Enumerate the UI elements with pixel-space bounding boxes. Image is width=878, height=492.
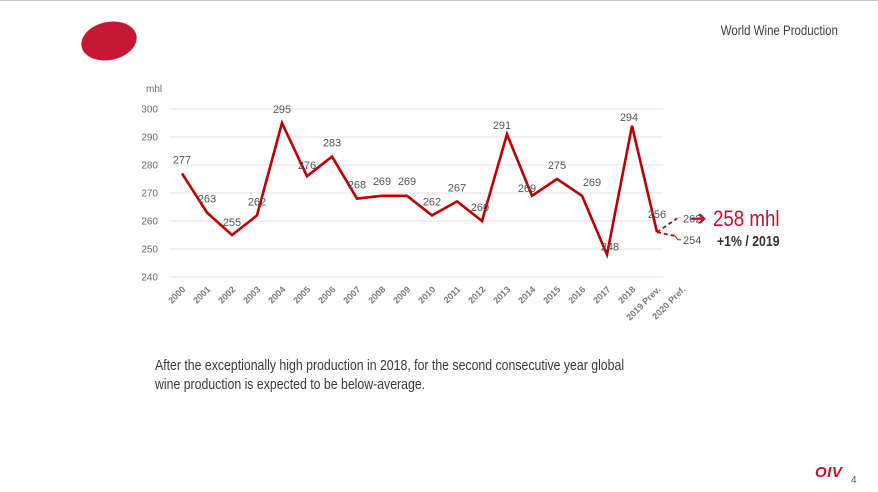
y-axis-ticks: 240 250 260 270 280 290 300 [141, 105, 158, 284]
x-tick-label: 2008 [366, 284, 387, 305]
x-tick-label: 2002 [216, 284, 237, 305]
forecast-low-label: 254 [683, 235, 701, 247]
forecast-value: 258 mhl [712, 206, 780, 231]
y-tick-label: 270 [141, 189, 158, 200]
x-tick-label: 2016 [566, 284, 587, 305]
data-label: 269 [398, 176, 416, 188]
page-number: 4 [851, 475, 857, 486]
data-label: 248 [601, 242, 619, 254]
x-tick-label: 2010 [416, 284, 437, 305]
forecast-high-leader [676, 216, 682, 219]
x-tick-label: 2001 [191, 284, 212, 305]
x-tick-label: 2015 [541, 284, 562, 305]
forecast-high-label: 262 [683, 213, 701, 225]
top-divider [0, 0, 878, 1]
data-label: 277 [173, 154, 191, 166]
data-label: 260 [471, 202, 489, 214]
oiv-logo: OIV [815, 464, 843, 481]
y-tick-label: 250 [141, 245, 158, 256]
data-label: 283 [323, 138, 341, 150]
data-label: 262 [423, 196, 441, 208]
x-tick-label: 2012 [466, 284, 487, 305]
y-tick-label: 280 [141, 161, 158, 172]
brand-blob-logo [81, 21, 137, 61]
data-label: 294 [620, 112, 638, 124]
data-label: 255 [223, 217, 241, 229]
data-label: 276 [298, 160, 316, 172]
x-tick-label: 2006 [316, 284, 337, 305]
x-tick-label: 2007 [341, 284, 362, 305]
x-tick-label: 2013 [491, 284, 512, 305]
data-labels: 277 263 255 262 295 276 283 268 269 269 262 267 260 2… [173, 104, 666, 254]
series-line [180, 119, 659, 260]
x-tick-label: 2009 [391, 284, 412, 305]
data-label: 295 [273, 104, 291, 116]
caption-line: wine production is expected to be below-… [155, 376, 426, 393]
x-tick-label: 2011 [442, 284, 463, 305]
forecast-callout: ➔ 258 mhl +1% / 2019 [690, 206, 793, 251]
forecast-low-line [656, 231, 676, 237]
forecast-change: +1% / 2019 [717, 233, 780, 250]
y-tick-label: 300 [141, 105, 158, 116]
x-axis-ticks: 2000 2001 2002 2003 2004 2005 2006 2007 2008 2009… [166, 284, 687, 322]
x-tick-label: 2018 [616, 284, 637, 305]
data-label: 262 [248, 196, 266, 208]
y-tick-label: 260 [141, 217, 158, 228]
y-axis-label: mhl [146, 84, 162, 95]
data-label: 263 [198, 194, 216, 206]
x-tick-label: 2017 [591, 284, 612, 305]
caption-line: After the exceptionally high production … [155, 357, 625, 374]
slide-caption: After the exceptionally high production … [155, 356, 647, 394]
right-arrow-icon: ➔ [690, 208, 707, 230]
x-tick-label: 2003 [241, 284, 262, 305]
data-label: 269 [518, 183, 536, 195]
forecast-low-leader [674, 235, 681, 241]
x-tick-label: 2005 [291, 284, 312, 305]
x-tick-label: 2000 [166, 284, 187, 305]
data-label: 269 [583, 177, 601, 189]
data-label: 269 [373, 176, 391, 188]
data-label: 268 [348, 180, 366, 192]
x-tick-label: 2004 [266, 284, 287, 305]
data-label: 275 [548, 160, 566, 172]
y-tick-label: 290 [141, 133, 158, 144]
y-tick-label: 240 [141, 273, 158, 284]
x-tick-label: 2014 [516, 284, 537, 305]
data-label: 256 [648, 209, 666, 221]
slide-title: World Wine Production [720, 22, 838, 38]
data-label: 291 [493, 120, 511, 132]
forecast-range: 262 254 [656, 213, 701, 247]
grid-lines [170, 108, 663, 278]
data-label: 267 [448, 182, 466, 194]
